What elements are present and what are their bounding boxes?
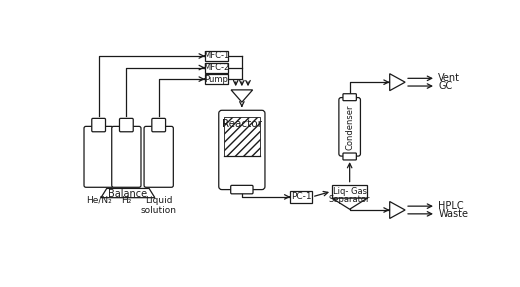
Text: Balance: Balance — [108, 189, 148, 199]
FancyBboxPatch shape — [112, 126, 141, 187]
Text: Liquid
solution: Liquid solution — [141, 196, 177, 215]
Text: GC: GC — [438, 81, 452, 91]
Text: He/N₂: He/N₂ — [86, 196, 111, 205]
Text: Waste: Waste — [438, 209, 468, 219]
Bar — [332, 185, 367, 198]
FancyBboxPatch shape — [84, 126, 113, 187]
Polygon shape — [231, 90, 253, 102]
Bar — [205, 74, 228, 84]
Polygon shape — [332, 198, 367, 209]
FancyBboxPatch shape — [92, 118, 106, 132]
FancyBboxPatch shape — [120, 118, 133, 132]
Bar — [205, 63, 228, 73]
FancyBboxPatch shape — [343, 153, 356, 160]
Text: HPLC: HPLC — [438, 201, 464, 211]
FancyBboxPatch shape — [339, 98, 360, 156]
Text: Pump: Pump — [204, 75, 228, 84]
Polygon shape — [101, 189, 155, 198]
Polygon shape — [389, 201, 405, 218]
Bar — [224, 117, 259, 156]
Text: Liq- Gas: Liq- Gas — [333, 187, 367, 196]
Text: H₂: H₂ — [121, 196, 132, 205]
Text: Vent: Vent — [438, 73, 460, 83]
Bar — [290, 191, 312, 203]
Text: Separator: Separator — [329, 195, 370, 204]
Text: MFC-2: MFC-2 — [203, 63, 229, 72]
FancyBboxPatch shape — [144, 126, 173, 187]
Text: Reactor: Reactor — [222, 119, 262, 129]
FancyBboxPatch shape — [231, 185, 253, 194]
Text: MFC-1: MFC-1 — [203, 51, 229, 61]
FancyBboxPatch shape — [219, 110, 265, 190]
Text: Condenser: Condenser — [345, 104, 354, 150]
Bar — [205, 51, 228, 61]
Polygon shape — [389, 74, 405, 91]
Text: PC-1: PC-1 — [291, 192, 311, 201]
FancyBboxPatch shape — [343, 94, 356, 101]
FancyBboxPatch shape — [152, 118, 165, 132]
